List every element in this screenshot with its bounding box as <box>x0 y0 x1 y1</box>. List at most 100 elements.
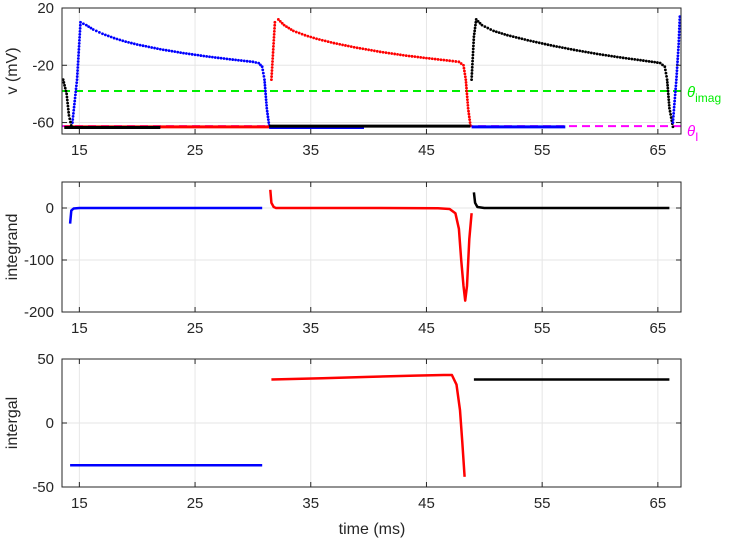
voltage-point <box>77 48 81 51</box>
voltage-point <box>271 60 274 63</box>
voltage-point <box>561 46 564 50</box>
voltage-point <box>483 25 487 29</box>
voltage-point <box>263 86 267 90</box>
voltage-point <box>575 48 579 52</box>
voltage-point <box>532 40 535 43</box>
voltage-point <box>650 60 654 64</box>
voltage-point <box>511 35 515 39</box>
voltage-point <box>65 98 69 102</box>
voltage-point <box>517 36 521 40</box>
voltage-point <box>106 34 110 38</box>
voltage-point <box>404 54 408 58</box>
voltage-point <box>633 58 637 61</box>
x-tick-label: 35 <box>302 495 319 512</box>
voltage-point <box>672 102 676 106</box>
voltage-point <box>306 34 310 38</box>
voltage-point <box>425 56 428 60</box>
voltage-point <box>464 81 468 84</box>
voltage-point <box>261 68 265 72</box>
voltage-point <box>153 46 156 50</box>
voltage-point <box>264 95 268 99</box>
voltage-point <box>73 96 77 100</box>
voltage-point <box>472 41 475 45</box>
voltage-point <box>271 57 275 60</box>
voltage-point <box>251 60 255 64</box>
panel-1: 15 25 35 45 55 65 20 -20 -60 v (mV) <box>4 0 682 159</box>
voltage-point <box>287 26 291 30</box>
voltage-point <box>257 61 261 65</box>
voltage-point <box>673 96 677 100</box>
voltage-point <box>147 45 151 49</box>
voltage-point <box>76 63 80 66</box>
voltage-point <box>135 43 139 46</box>
voltage-point <box>647 59 651 63</box>
voltage-point <box>467 109 470 113</box>
voltage-point <box>276 18 280 21</box>
voltage-point <box>127 40 130 44</box>
voltage-point <box>673 93 677 97</box>
voltage-point <box>427 57 431 60</box>
voltage-point <box>463 69 466 73</box>
voltage-point <box>76 66 80 69</box>
x-axis-label: time (ms) <box>339 521 406 538</box>
voltage-point <box>413 55 417 59</box>
voltage-point <box>433 57 437 61</box>
x-tick-label: 65 <box>650 495 667 512</box>
voltage-point <box>677 42 681 46</box>
voltage-point <box>676 57 680 61</box>
voltage-point <box>216 56 220 60</box>
voltage-point <box>613 55 616 58</box>
voltage-point <box>466 106 470 110</box>
voltage-point <box>228 57 232 61</box>
voltage-point <box>529 39 532 43</box>
voltage-point <box>237 58 240 62</box>
threshold-label-2: θI <box>687 123 698 144</box>
voltage-point <box>451 59 455 63</box>
y-tick-label: -100 <box>24 252 54 269</box>
voltage-point <box>678 21 681 25</box>
voltage-point <box>630 57 634 61</box>
voltage-point <box>355 46 359 50</box>
voltage-point <box>273 20 277 24</box>
voltage-point <box>219 56 223 60</box>
voltage-point <box>239 59 243 62</box>
voltage-point <box>676 51 680 55</box>
voltage-point <box>272 35 276 39</box>
voltage-point <box>666 89 670 93</box>
voltage-point <box>132 42 136 46</box>
voltage-point <box>62 81 66 84</box>
voltage-point <box>78 23 82 27</box>
voltage-point <box>266 112 269 116</box>
x-tick-label: 35 <box>302 320 319 337</box>
voltage-point <box>497 31 501 35</box>
voltage-point <box>193 53 197 57</box>
x-tick-label: 15 <box>71 142 88 159</box>
voltage-point <box>644 59 648 63</box>
voltage-point <box>72 111 75 115</box>
voltage-point <box>489 28 493 31</box>
voltage-point <box>546 43 550 47</box>
voltage-point <box>352 45 356 49</box>
voltage-point <box>375 49 379 53</box>
voltage-point <box>459 62 463 65</box>
voltage-point <box>73 99 77 103</box>
voltage-point <box>676 60 679 64</box>
voltage-point <box>82 22 85 26</box>
axes-frame <box>61 181 682 313</box>
voltage-point <box>332 41 336 45</box>
voltage-point <box>678 15 681 18</box>
data-layer <box>62 15 681 130</box>
voltage-point <box>326 40 330 44</box>
voltage-point <box>78 39 81 42</box>
voltage-point <box>675 72 679 76</box>
voltage-point <box>470 65 474 69</box>
y-tick-label: -200 <box>24 304 54 321</box>
voltage-point <box>297 31 301 35</box>
voltage-point <box>75 78 79 81</box>
voltage-point <box>264 89 267 93</box>
voltage-point <box>503 32 507 36</box>
voltage-point <box>486 26 490 30</box>
voltage-point <box>358 46 362 50</box>
voltage-point <box>94 29 98 33</box>
voltage-point <box>474 18 478 21</box>
